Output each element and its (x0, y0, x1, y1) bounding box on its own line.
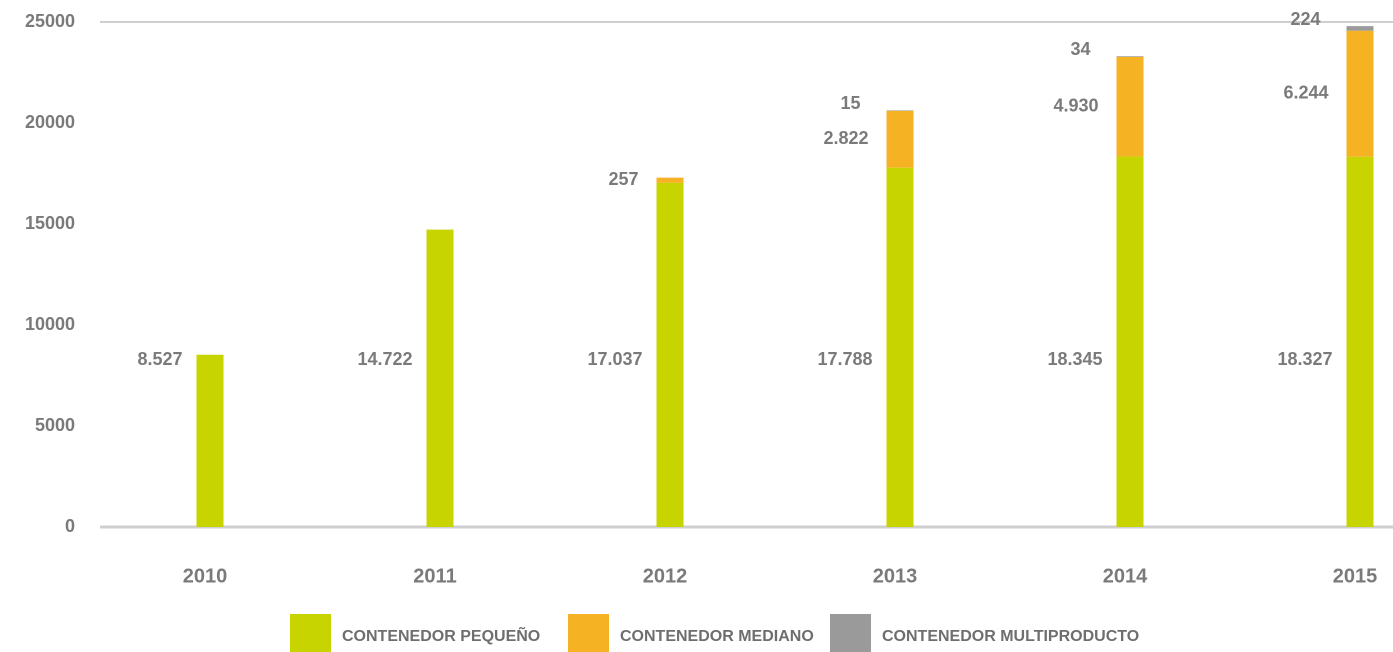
x-tick-label: 2012 (643, 565, 688, 587)
data-label: 2.822 (823, 128, 868, 148)
data-label: 18.327 (1277, 349, 1332, 369)
y-tick-label: 10000 (25, 314, 75, 334)
data-label: 17.037 (587, 349, 642, 369)
legend-swatch (830, 614, 871, 652)
y-tick-label: 5000 (35, 415, 75, 435)
bar-segment (1346, 30, 1374, 157)
bar-segment (656, 182, 684, 527)
data-label: 17.788 (817, 349, 872, 369)
bar-segment (886, 167, 914, 527)
data-label: 15 (840, 93, 860, 113)
y-tick-label: 0 (65, 516, 75, 536)
bar-segment (196, 354, 224, 527)
legend-label: CONTENEDOR PEQUEÑO (342, 625, 540, 645)
bar-segment (656, 177, 684, 183)
bar-segment (1346, 26, 1374, 31)
data-label: 34 (1070, 39, 1090, 59)
x-tick-label: 2010 (183, 565, 228, 587)
legend-label: CONTENEDOR MULTIPRODUCTO (882, 628, 1139, 645)
x-tick-label: 2014 (1103, 565, 1148, 587)
x-tick-label: 2011 (413, 565, 456, 587)
data-label: 224 (1290, 9, 1320, 29)
x-tick-label: 2013 (873, 565, 918, 587)
data-label: 14.722 (357, 349, 412, 369)
data-label: 4.930 (1053, 95, 1098, 115)
bar-segment (1346, 156, 1374, 527)
bar-segment (886, 110, 914, 168)
bar-segment (886, 110, 914, 111)
legend-swatch (290, 614, 331, 652)
legend-swatch (568, 614, 609, 652)
data-label: 257 (608, 169, 638, 189)
data-label: 6.244 (1283, 82, 1328, 102)
bar-segment (426, 229, 454, 527)
y-tick-label: 15000 (25, 213, 75, 233)
bar-segment (1116, 56, 1144, 57)
bar-segment (1116, 56, 1144, 157)
bar-segment (1116, 156, 1144, 527)
x-tick-label: 2015 (1333, 565, 1378, 587)
y-tick-label: 20000 (25, 112, 75, 132)
data-label: 18.345 (1047, 349, 1102, 369)
data-label: 8.527 (137, 349, 182, 369)
y-tick-label: 25000 (25, 11, 75, 31)
legend-label: CONTENEDOR MEDIANO (620, 628, 814, 645)
